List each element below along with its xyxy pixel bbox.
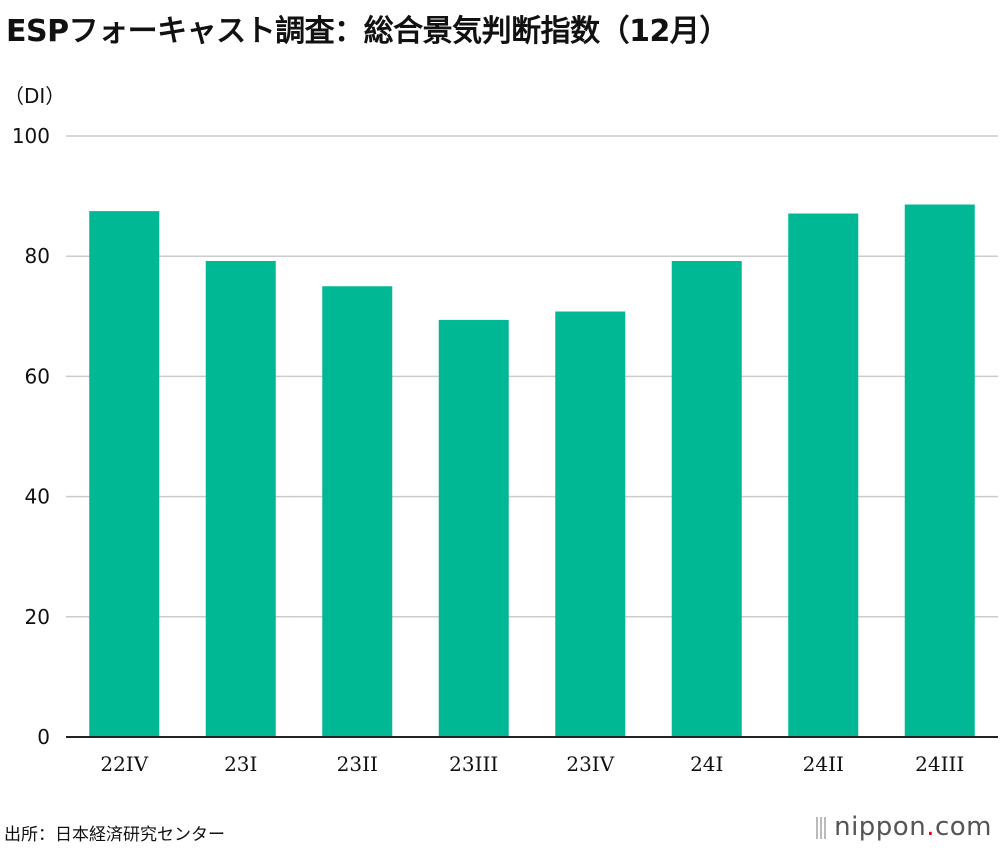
- logo-bars-icon: [816, 813, 828, 843]
- bar-23I: [205, 261, 276, 737]
- x-tick-label-24III: 24III: [915, 752, 964, 776]
- y-tick-label-100: 100: [12, 124, 50, 148]
- y-tick-label-80: 80: [25, 244, 50, 268]
- source-note: 出所：日本経済研究センター: [4, 825, 225, 845]
- x-tick-label-24II: 24II: [803, 752, 844, 776]
- y-axis-label: （DI）: [4, 84, 66, 108]
- x-tick-label-24I: 24I: [690, 752, 723, 776]
- x-tick-label-23III: 23III: [449, 752, 498, 776]
- chart-title: ESPフォーキャスト調査：総合景気判断指数（12月）: [6, 14, 729, 49]
- bar-24I: [671, 261, 742, 737]
- y-tick-label-60: 60: [25, 364, 50, 388]
- bar-chart: 0 20 40 60 80 100 22IV 23I 23II 23III 23IV 24I 24II 2…: [12, 124, 998, 776]
- logo-dot: .: [926, 812, 935, 842]
- y-tick-label-0: 0: [37, 725, 50, 749]
- x-tick-label-23II: 23II: [337, 752, 378, 776]
- logo-name: nippon: [834, 812, 927, 842]
- bar-24II: [788, 213, 859, 738]
- bar-23III: [438, 319, 509, 737]
- logo-tld: com: [934, 812, 992, 842]
- x-tick-label-22IV: 22IV: [100, 752, 148, 776]
- bar-23II: [322, 286, 393, 737]
- nippon-logo: nippon.com: [816, 812, 992, 843]
- x-tick-label-23IV: 23IV: [566, 752, 614, 776]
- y-tick-label-40: 40: [25, 485, 50, 509]
- x-tick-label-23I: 23I: [224, 752, 257, 776]
- y-tick-label-20: 20: [25, 605, 50, 629]
- bar-23IV: [555, 311, 626, 737]
- bar-22IV: [89, 211, 160, 737]
- bar-24III: [904, 204, 975, 737]
